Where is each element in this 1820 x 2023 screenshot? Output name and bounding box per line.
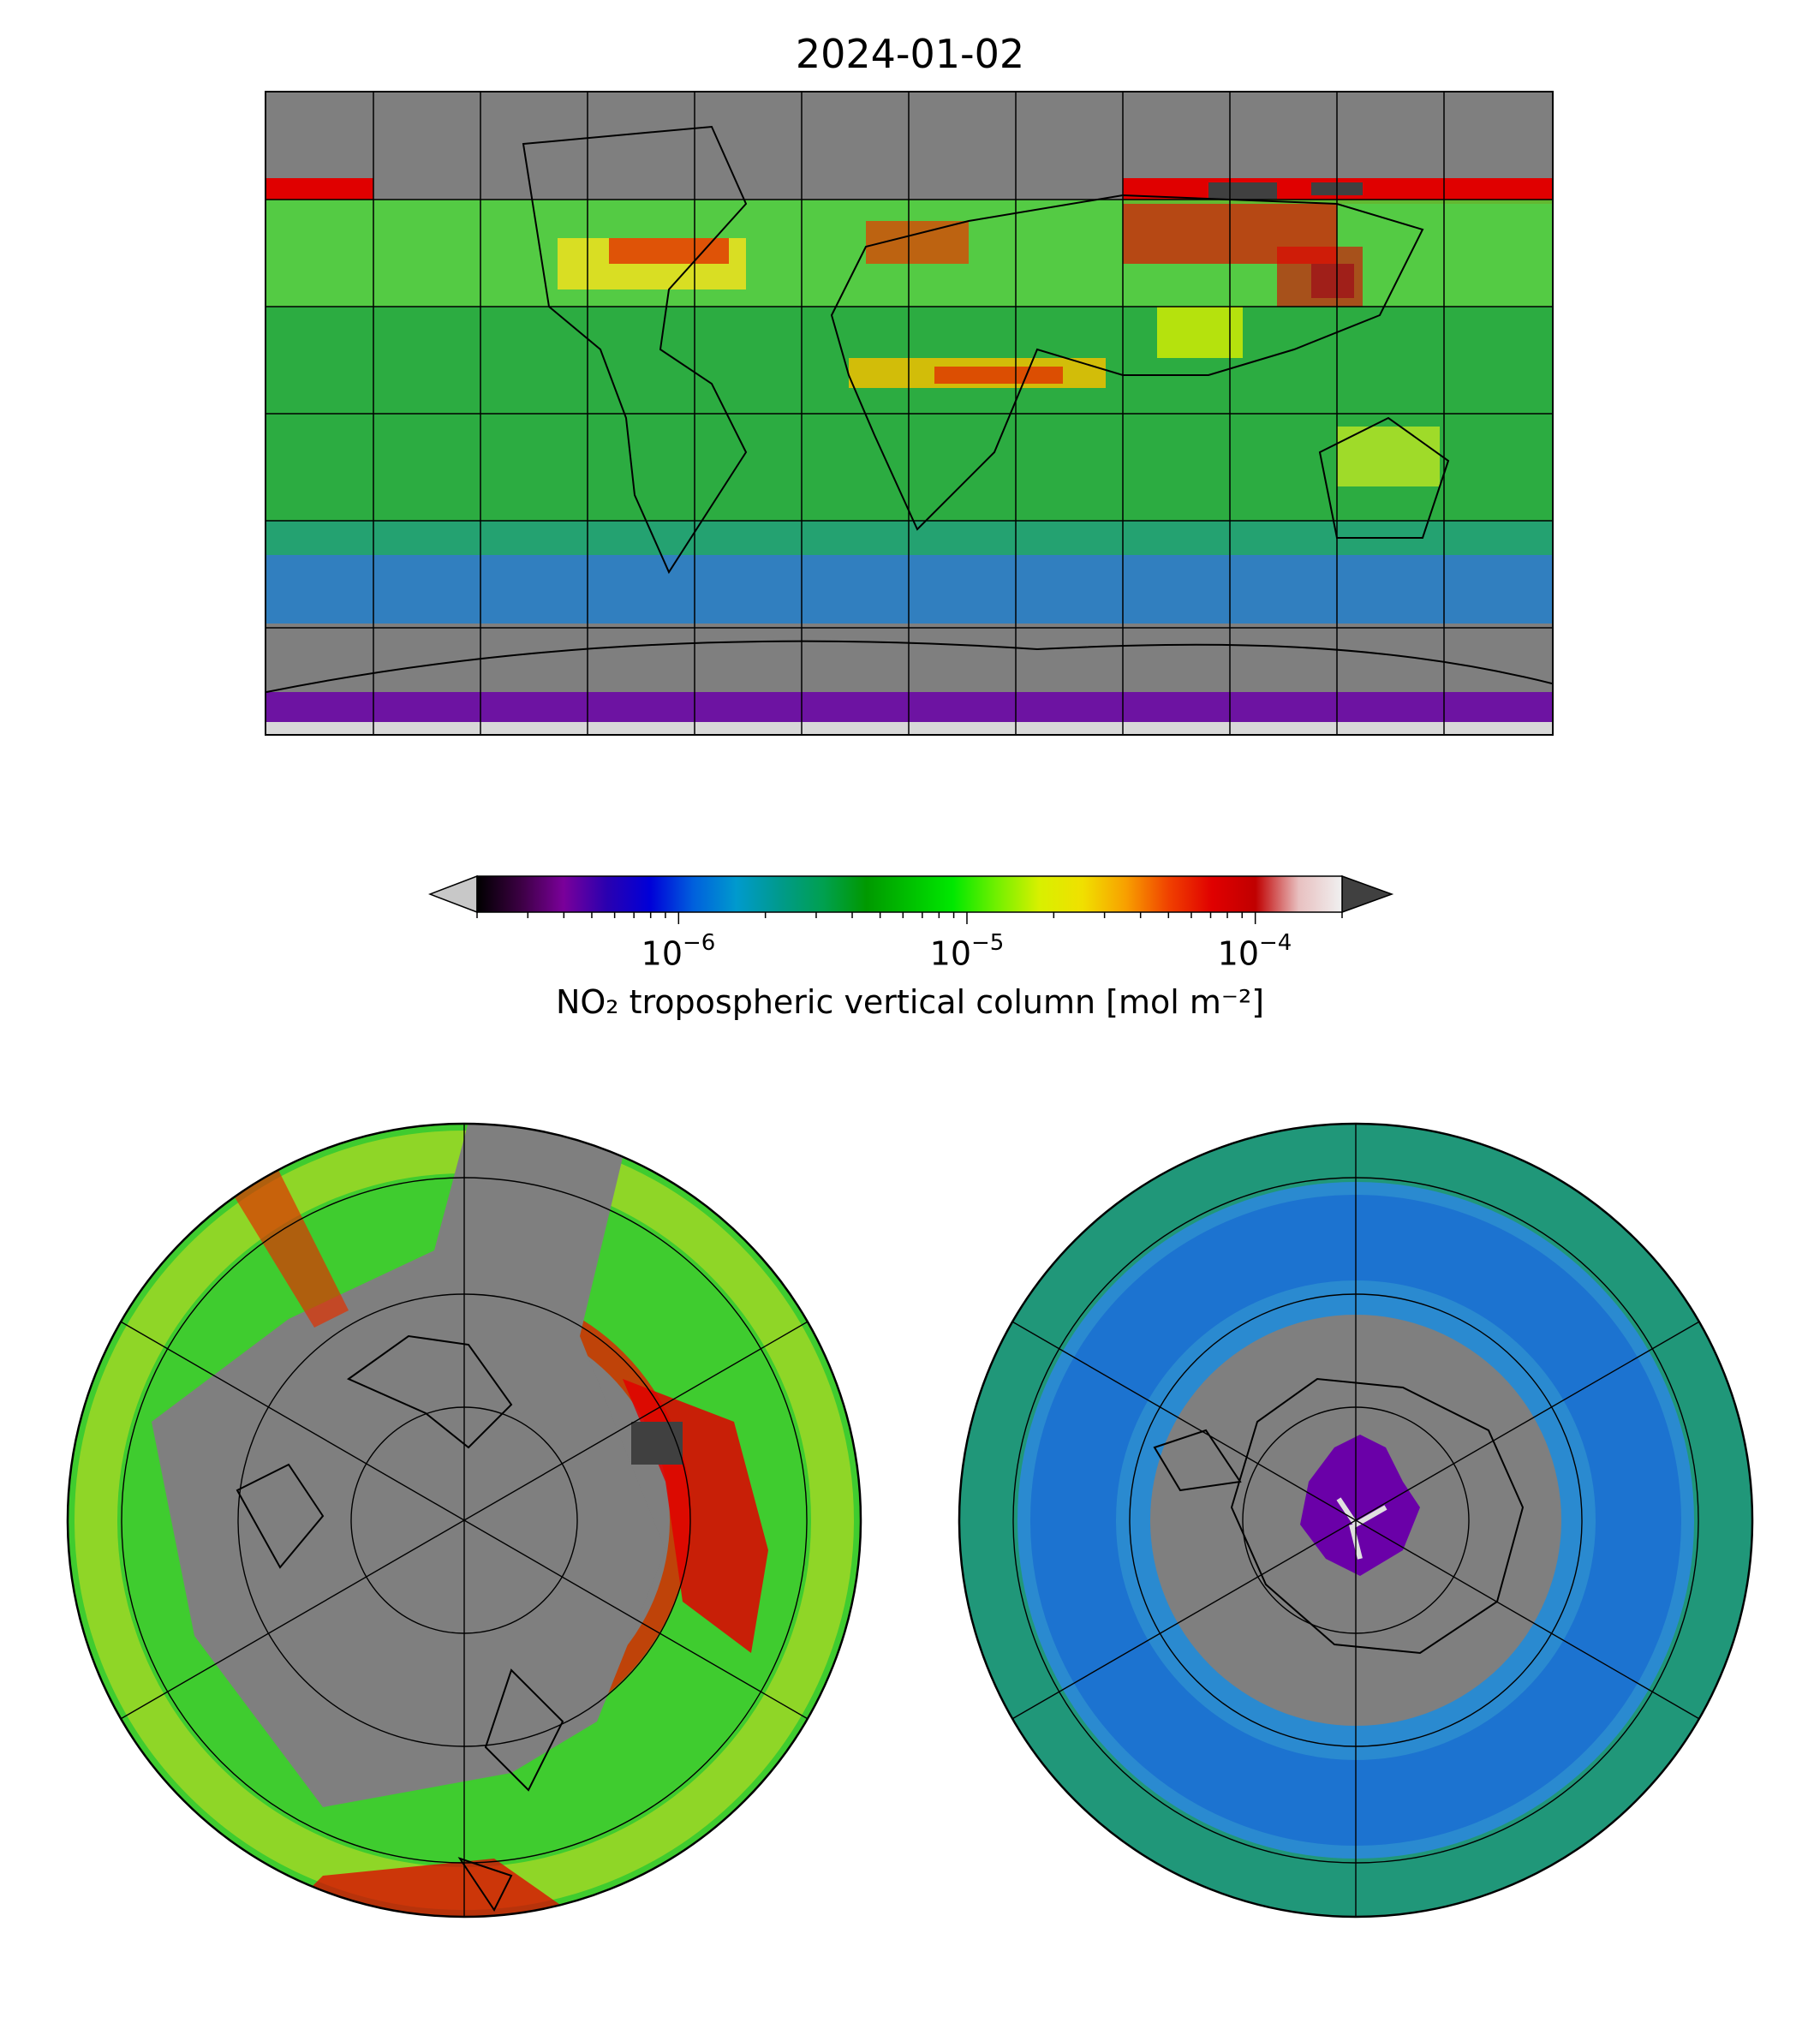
colorbar-tick-label: 10−5: [929, 930, 1005, 973]
south-gridlines: [1010, 1124, 1702, 1917]
south-coastline-peninsula: [1153, 1429, 1242, 1492]
arctic-red-band: [266, 178, 373, 200]
world-gridlines: [266, 92, 1552, 734]
north-polar-map: [66, 1122, 862, 1919]
colorbar-under-arrow: [427, 874, 478, 914]
colorbar-tick-label: 10−4: [1217, 930, 1292, 973]
north-dark-patch: [631, 1422, 683, 1465]
south-polar-map: [958, 1122, 1754, 1919]
north-boundary: [66, 1122, 862, 1919]
australia-yellow: [1337, 427, 1440, 486]
figure-title: 2024-01-02: [795, 31, 1025, 77]
arctic-dark-patch: [1208, 182, 1277, 200]
colorbar-tick-label: 10−6: [641, 930, 716, 973]
coastline-antarctica: [266, 640, 1552, 693]
india-yellow: [1157, 307, 1243, 358]
colorbar-gradient: [476, 875, 1343, 913]
nh-red-us: [609, 238, 729, 264]
world-map: [265, 91, 1554, 736]
south-boundary: [958, 1122, 1754, 1919]
coastline-australia: [1318, 416, 1450, 539]
north-gray-americas: [152, 1124, 665, 1807]
colorbar-label: NO₂ tropospheric vertical column [mol m⁻…: [555, 983, 1265, 1021]
colorbar: [427, 869, 1396, 1023]
north-red-streak: [220, 1156, 349, 1328]
north-coastlines: [236, 1334, 564, 1912]
nh-red-china: [1277, 247, 1363, 307]
north-gridlines: [118, 1124, 810, 1917]
africa-fire-red: [934, 367, 1063, 384]
coastline-americas: [522, 125, 748, 575]
colorbar-over-arrow: [1341, 874, 1394, 914]
